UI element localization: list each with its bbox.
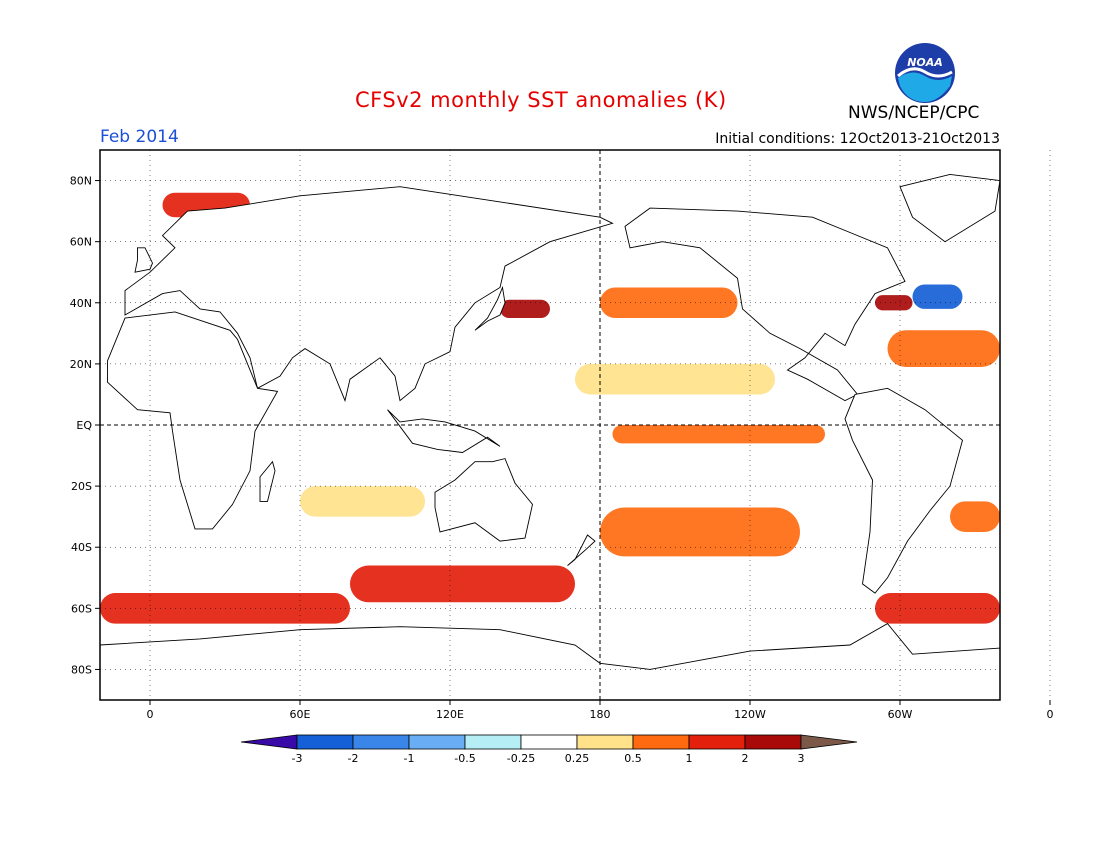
landmass-madagascar <box>259 460 276 502</box>
anomaly-north-atlantic-cold <box>912 284 963 309</box>
svg-text:NOAA: NOAA <box>907 56 943 69</box>
anomaly-south-pacific-warm <box>600 507 800 557</box>
lon-tick-label: 0 <box>147 708 154 721</box>
anomaly-kuroshio-warm <box>500 299 550 319</box>
colorbar-label: 0.5 <box>624 752 642 765</box>
forecast-month: Feb 2014 <box>100 127 179 147</box>
landmass-japan <box>474 285 506 331</box>
chart-title: CFSv2 monthly SST anomalies (K) <box>355 88 727 112</box>
anomaly-southern-ocean-band-east <box>875 593 1000 624</box>
anomaly-layer <box>100 192 1000 624</box>
colorbar-segment <box>632 734 690 750</box>
colorbar-segment <box>520 734 578 750</box>
landmass-north-america <box>624 207 906 402</box>
colorbar-label: -2 <box>348 752 359 765</box>
colorbar-label: 3 <box>798 752 805 765</box>
lon-tick-label: 60W <box>888 708 913 721</box>
colorbar-upper-arrow <box>800 734 858 750</box>
colorbar-label: 2 <box>742 752 749 765</box>
landmass-uk <box>134 247 153 273</box>
colorbar-segment <box>352 734 410 750</box>
lon-tick-label: 120W <box>734 708 766 721</box>
lon-tick-label: 180 <box>590 708 611 721</box>
anomaly-gulf-stream-warm <box>875 295 913 311</box>
lat-tick-label: 40S <box>71 541 92 554</box>
anomaly-indian-ocean-warm <box>300 486 425 517</box>
colorbar-label: 0.25 <box>565 752 590 765</box>
landmass-antarctica <box>100 623 1000 700</box>
lon-tick-label: 120E <box>436 708 464 721</box>
colorbar-label: -0.5 <box>454 752 475 765</box>
colorbar-segment <box>408 734 466 750</box>
lat-tick-label: 20N <box>70 358 92 371</box>
colorbar: -3 -2 -1 -0.5 -0.25 0.25 0.5 1 2 3 <box>240 734 858 765</box>
lat-tick-label: 60S <box>71 602 92 615</box>
initial-conditions: Initial conditions: 12Oct2013-21Oct2013 <box>715 131 1000 147</box>
landmass-indonesia <box>387 409 501 453</box>
graticule <box>100 150 1051 700</box>
lon-tick-label: 0 <box>1047 708 1054 721</box>
anomaly-south-atlantic-warm <box>950 501 1000 532</box>
lat-tick-label: EQ <box>76 419 92 432</box>
lat-tick-label: 20S <box>71 480 92 493</box>
colorbar-label: 1 <box>686 752 693 765</box>
colorbar-segment <box>688 734 746 750</box>
lon-tick-label: 60E <box>290 708 311 721</box>
landmass-australia <box>434 458 533 542</box>
anomaly-subtropical-atlantic-warm <box>887 330 1000 367</box>
landmass-eurasia <box>1025 187 1100 401</box>
landmass-africa <box>1008 312 1100 529</box>
colorbar-segment <box>464 734 522 750</box>
lat-tick-label: 60N <box>70 236 92 249</box>
anomaly-equatorial-pacific-warm <box>612 425 825 444</box>
colorbar-label: -0.25 <box>507 752 535 765</box>
colorbar-label: -1 <box>404 752 415 765</box>
agency-label: NWS/NCEP/CPC <box>848 103 980 123</box>
landmass-greenland <box>899 173 1000 243</box>
colorbar-lower-arrow <box>240 734 298 750</box>
colorbar-segment <box>744 734 802 750</box>
anomaly-north-pacific-warm <box>600 287 738 319</box>
landmass-south-america <box>844 387 964 594</box>
lat-tick-label: 80N <box>70 175 92 188</box>
anomaly-tropical-pacific-weak <box>575 363 775 395</box>
anomaly-southern-ocean-band-central <box>350 565 575 603</box>
land-layer <box>100 173 1100 700</box>
landmass-africa <box>107 311 279 530</box>
lat-tick-label: 80S <box>71 663 92 676</box>
colorbar-label: -3 <box>292 752 303 765</box>
colorbar-segment <box>296 734 354 750</box>
lat-tick-label: 40N <box>70 297 92 310</box>
axis-ticks: 80N 60N 40N 20N EQ 20S 40S 60S 80S 0 60E 120E 180 120… <box>70 175 1054 721</box>
landmass-new-zealand <box>567 534 596 566</box>
noaa-logo: NOAA <box>895 43 955 103</box>
colorbar-segment <box>576 734 634 750</box>
